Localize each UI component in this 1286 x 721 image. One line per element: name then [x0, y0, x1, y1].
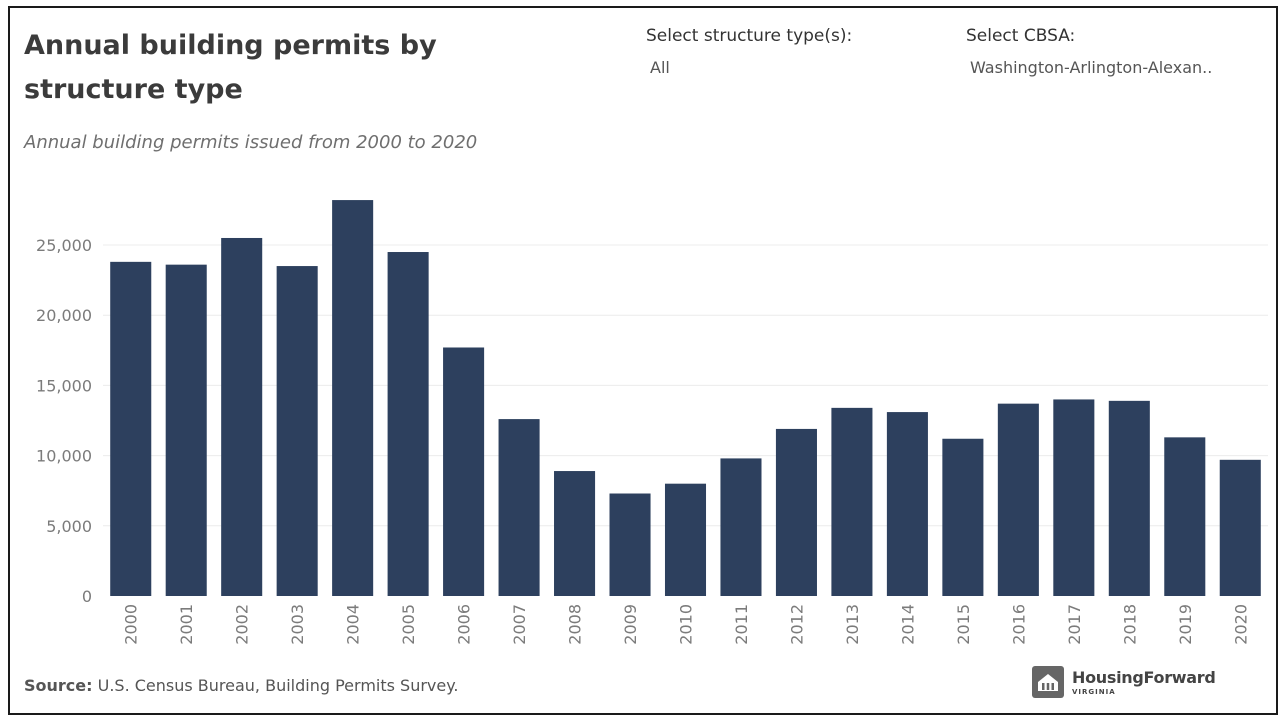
- x-tick-label: 2018: [1120, 604, 1139, 645]
- x-tick-label: 2005: [399, 604, 418, 645]
- bar-2018[interactable]: [1108, 400, 1150, 596]
- x-tick-label: 2004: [344, 604, 363, 645]
- bar-2003[interactable]: [276, 266, 318, 596]
- chart-subtitle: Annual building permits issued from 2000…: [24, 132, 478, 153]
- bar-2020[interactable]: [1219, 459, 1261, 596]
- x-tick-label: 2019: [1176, 604, 1195, 645]
- chart-title: Annual building permits by structure typ…: [24, 30, 437, 105]
- cbsa-filter-value[interactable]: Washington-Arlington-Alexan..: [970, 58, 1213, 77]
- x-tick-label: 2017: [1065, 604, 1084, 645]
- x-tick-label: 2012: [787, 604, 806, 645]
- cbsa-filter-label: Select CBSA:: [966, 26, 1076, 46]
- dashboard-frame: [8, 6, 1278, 715]
- x-tick-label: 2014: [898, 604, 917, 645]
- cbsa-filter[interactable]: Select CBSA: Washington-Arlington-Alexan…: [966, 26, 1212, 77]
- x-tick-label: 2007: [510, 604, 529, 645]
- bar-2017[interactable]: [1053, 399, 1095, 596]
- bar-2011[interactable]: [720, 458, 762, 596]
- y-tick-label: 20,000: [36, 306, 92, 325]
- x-tick-label: 2016: [1009, 604, 1028, 645]
- y-axis-ticks: 0 5,000 10,000 15,000 20,000 25,000: [36, 236, 92, 606]
- bar-2019[interactable]: [1164, 437, 1206, 596]
- logo-name: HousingForward: [1072, 668, 1216, 687]
- x-tick-label: 2003: [288, 604, 307, 645]
- x-tick-label: 2001: [177, 604, 196, 645]
- bar-2016[interactable]: [997, 403, 1039, 596]
- bar-2015[interactable]: [942, 438, 984, 596]
- structure-type-filter-label: Select structure type(s):: [646, 26, 853, 46]
- bar-2000[interactable]: [110, 261, 152, 596]
- bar-2014[interactable]: [886, 412, 928, 596]
- bar-2002[interactable]: [221, 237, 263, 597]
- bar-2010[interactable]: [664, 483, 707, 596]
- y-tick-label: 10,000: [36, 447, 92, 466]
- structure-type-filter[interactable]: Select structure type(s): All: [646, 26, 852, 77]
- x-tick-label: 2009: [621, 604, 640, 645]
- structure-type-filter-value[interactable]: All: [650, 58, 670, 77]
- bar-2005[interactable]: [387, 252, 429, 596]
- logo-subname: VIRGINIA: [1072, 688, 1116, 696]
- x-tick-label: 2013: [843, 604, 862, 645]
- y-tick-label: 5,000: [46, 517, 92, 536]
- y-tick-label: 25,000: [36, 236, 92, 255]
- bar-2006[interactable]: [443, 347, 485, 596]
- x-tick-label: 2015: [954, 604, 973, 645]
- house-icon: [1032, 666, 1064, 698]
- bar-2009[interactable]: [609, 493, 651, 596]
- bar-2008[interactable]: [554, 471, 596, 596]
- bars: [110, 200, 1261, 597]
- x-tick-label: 2020: [1231, 604, 1250, 645]
- x-axis-ticks: 2000 2001 2002 2003 2004 2005 2006 2007 2008 2009…: [122, 604, 1251, 645]
- housingforward-logo: HousingForward VIRGINIA: [1032, 666, 1216, 702]
- y-tick-label: 0: [82, 587, 92, 606]
- y-tick-label: 15,000: [36, 376, 92, 395]
- x-tick-label: 2000: [122, 604, 141, 645]
- bar-2012[interactable]: [775, 428, 817, 596]
- x-tick-label: 2006: [455, 604, 474, 645]
- bar-2004[interactable]: [332, 200, 374, 596]
- x-tick-label: 2011: [732, 604, 751, 645]
- source-note: Source: U.S. Census Bureau, Building Per…: [24, 676, 459, 695]
- source-text: U.S. Census Bureau, Building Permits Sur…: [92, 676, 459, 695]
- bar-2001[interactable]: [165, 264, 207, 596]
- x-tick-label: 2010: [677, 604, 696, 645]
- x-tick-label: 2002: [233, 604, 252, 645]
- x-tick-label: 2008: [566, 604, 585, 645]
- bar-2013[interactable]: [831, 407, 873, 596]
- source-label: Source:: [24, 676, 93, 695]
- bar-2007[interactable]: [498, 419, 540, 596]
